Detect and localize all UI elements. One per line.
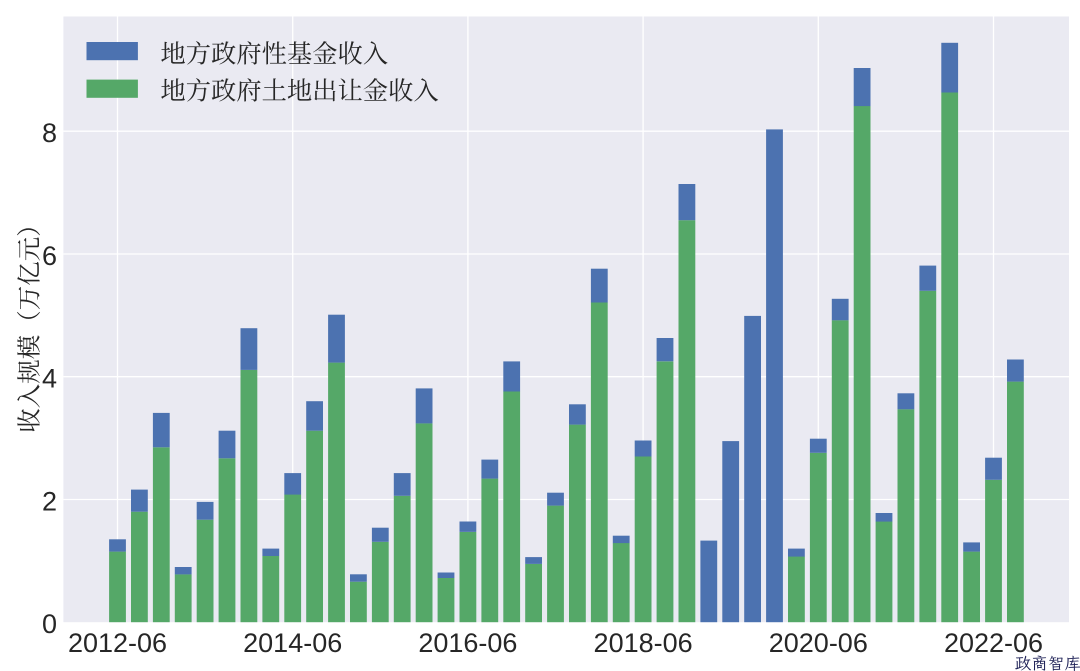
svg-text:0: 0: [42, 609, 57, 639]
svg-text:2012-06: 2012-06: [68, 628, 167, 658]
svg-text:2020-06: 2020-06: [769, 628, 868, 658]
svg-text:2018-06: 2018-06: [594, 628, 693, 658]
svg-text:2014-06: 2014-06: [243, 628, 342, 658]
svg-text:8: 8: [42, 118, 57, 148]
svg-text:2016-06: 2016-06: [418, 628, 517, 658]
svg-text:6: 6: [42, 241, 57, 271]
svg-text:2022-06: 2022-06: [944, 628, 1043, 658]
svg-text:4: 4: [42, 364, 57, 394]
svg-text:2: 2: [42, 487, 57, 517]
